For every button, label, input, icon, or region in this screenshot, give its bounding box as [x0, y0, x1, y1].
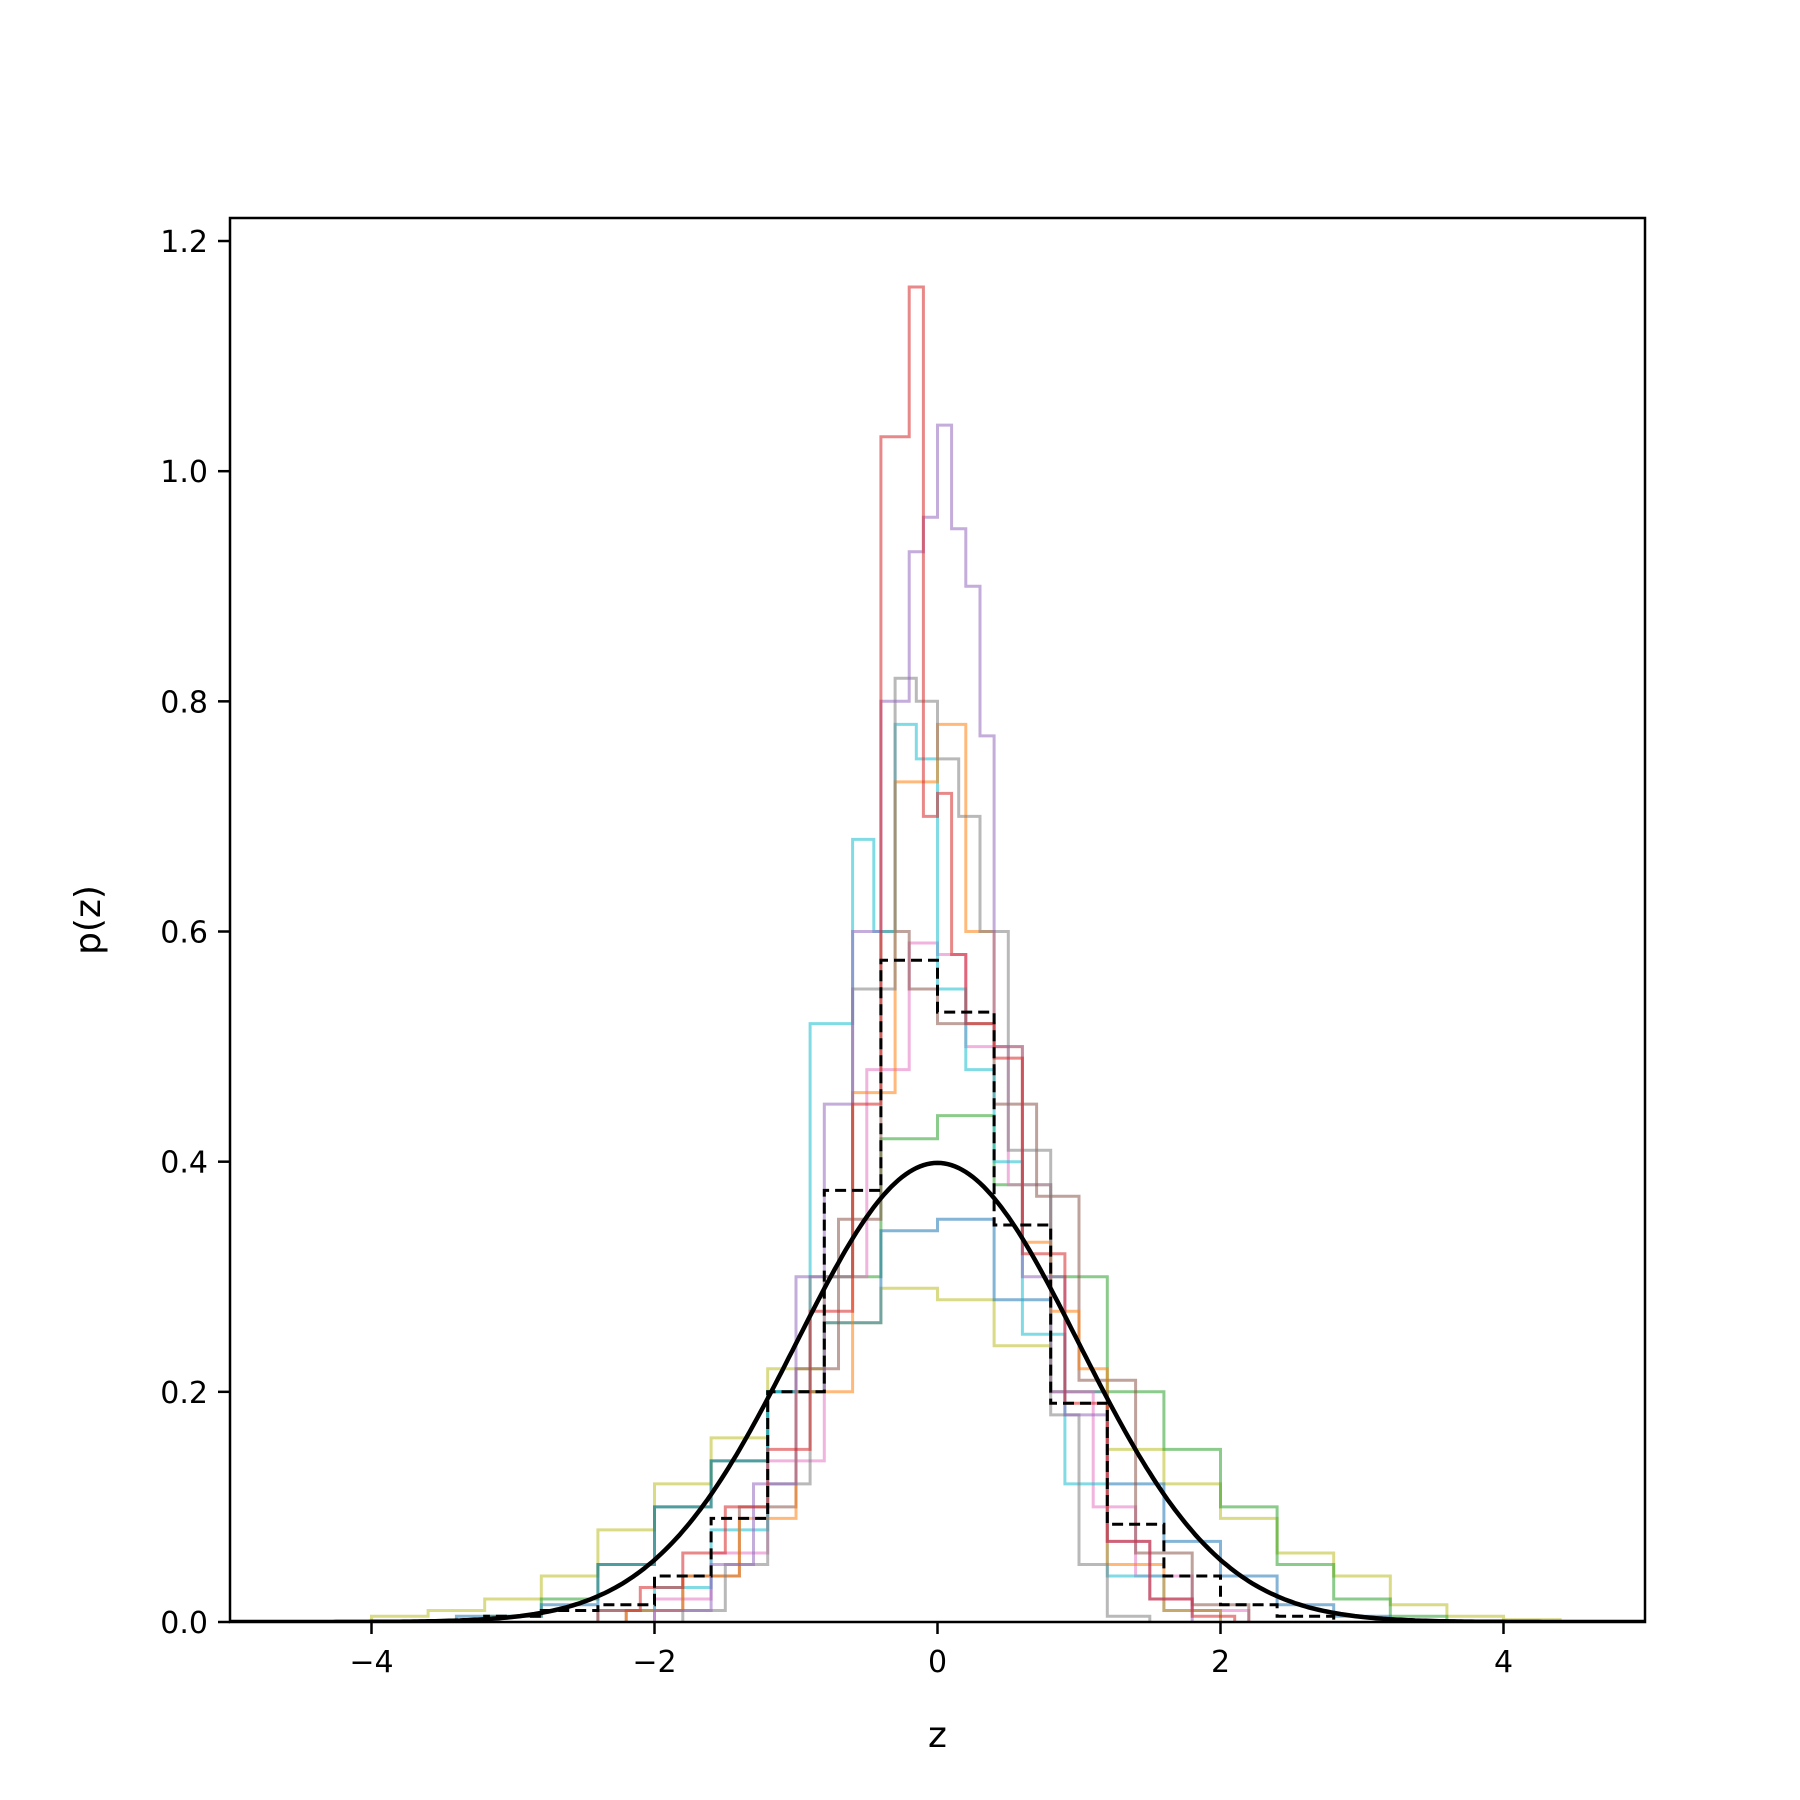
x-tick-label: −2 [632, 1645, 676, 1680]
y-tick-label: 0.0 [160, 1606, 208, 1641]
y-tick-label: 1.2 [160, 225, 208, 260]
histogram-series [370, 1286, 1562, 1622]
reference-curve-layer [230, 1160, 1645, 1622]
y-tick-label: 0.8 [160, 685, 208, 720]
histogram-series [596, 285, 1237, 1622]
series-layer [370, 285, 1562, 1622]
histogram-series-dashed [483, 958, 1336, 1622]
y-axis-ticks: 0.0 0.2 0.4 0.6 0.8 1.0 1.2 [160, 225, 230, 1641]
x-tick-label: 0 [928, 1645, 947, 1680]
y-tick-label: 0.2 [160, 1376, 208, 1411]
x-axis-label: z [928, 1715, 947, 1756]
y-tick-label: 0.4 [160, 1146, 208, 1181]
y-axis-label: p(z) [68, 885, 109, 955]
normal-reference-curve [230, 1160, 1645, 1622]
x-tick-label: −4 [349, 1645, 393, 1680]
x-tick-label: 4 [1494, 1645, 1513, 1680]
x-axis-ticks: −4 −2 0 2 4 [349, 1622, 1513, 1680]
x-tick-label: 2 [1211, 1645, 1230, 1680]
y-tick-label: 1.0 [160, 455, 208, 490]
y-tick-label: 0.6 [160, 916, 208, 951]
histogram-series [454, 1217, 1392, 1622]
